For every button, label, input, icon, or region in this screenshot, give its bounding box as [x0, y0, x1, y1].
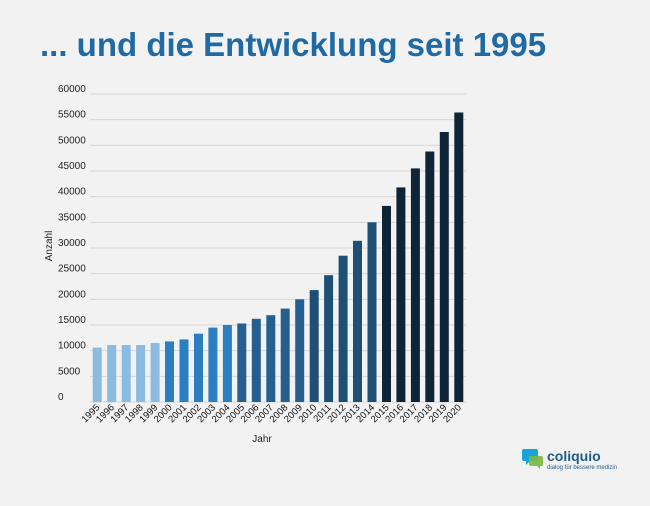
bar-2018: [425, 151, 435, 402]
logo-wordmark: coliquio: [547, 448, 601, 464]
bar-2003: [208, 327, 218, 402]
speech-bubble-icon: [522, 449, 543, 469]
bar-1999: [150, 343, 160, 402]
y-axis-ticks: 0 5000 10000 15000 20000 25000 30000 35000 40000…: [58, 84, 86, 403]
bar-1995: [92, 347, 102, 402]
y-tick-label: 15000: [58, 315, 86, 326]
page-title: ... und die Entwicklung seit 1995: [40, 26, 547, 63]
bar-2013: [353, 240, 362, 402]
bar-2016: [396, 187, 406, 402]
y-tick-label: 60000: [58, 84, 86, 95]
bar-2019: [439, 132, 449, 402]
bar-2010: [309, 290, 319, 402]
y-tick-label: 10000: [58, 341, 86, 352]
y-tick-label: 45000: [58, 161, 86, 172]
bar-2002: [194, 333, 203, 402]
bar-2017: [410, 168, 420, 402]
y-tick-label: 30000: [58, 238, 86, 249]
y-tick-label: 0: [58, 392, 64, 403]
bar-2006: [251, 318, 261, 402]
bar-2001: [179, 339, 189, 402]
bar-2011: [324, 275, 334, 402]
y-tick-label: 50000: [58, 135, 86, 146]
y-axis-label: Anzahl: [44, 231, 55, 262]
gridlines: [90, 93, 466, 403]
y-tick-label: 25000: [58, 264, 86, 275]
x-axis-label: Jahr: [252, 434, 272, 445]
bar-2015: [382, 205, 391, 402]
bar-1996: [107, 345, 117, 402]
y-tick-label: 20000: [58, 289, 86, 300]
bar-2009: [295, 299, 305, 402]
bar-2005: [237, 323, 247, 402]
logo-tagline: dialog für bessere medizin: [547, 465, 618, 471]
bar-1997: [121, 345, 131, 402]
y-tick-label: 5000: [58, 366, 81, 377]
bar-2004: [222, 325, 232, 402]
bar-1998: [136, 345, 146, 402]
bars: [92, 112, 464, 402]
y-tick-label: 40000: [58, 187, 86, 198]
bar-2012: [338, 255, 348, 402]
coliquio-logo: coliquio dialog für bessere medizin: [522, 445, 632, 475]
bar-2000: [165, 341, 174, 402]
y-tick-label: 35000: [58, 212, 86, 223]
x-axis-ticks: 1995199619971998199920002001200220032004…: [80, 402, 464, 425]
y-tick-label: 55000: [58, 110, 86, 121]
bar-2008: [280, 308, 290, 402]
bar-2007: [266, 315, 276, 402]
bar-2020: [454, 112, 464, 402]
bar-2014: [367, 222, 377, 402]
